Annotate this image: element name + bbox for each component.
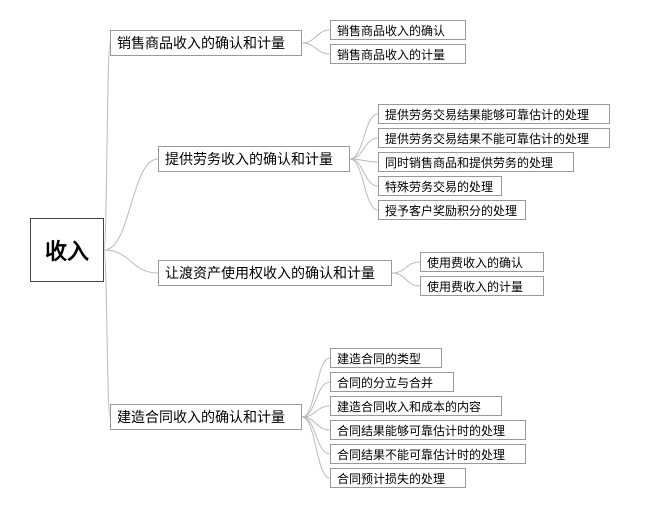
leaf-label: 提供劳务交易结果不能可靠估计的处理 xyxy=(385,130,589,147)
leaf-node: 销售商品收入的确认 xyxy=(330,20,466,40)
leaf-node: 合同结果能够可靠估计时的处理 xyxy=(330,420,526,440)
branch-node: 建造合同收入的确认和计量 xyxy=(110,404,302,430)
leaf-label: 同时销售商品和提供劳务的处理 xyxy=(385,154,553,171)
leaf-label: 合同的分立与合并 xyxy=(337,374,433,391)
leaf-label: 提供劳务交易结果能够可靠估计的处理 xyxy=(385,106,589,123)
leaf-node: 特殊劳务交易的处理 xyxy=(378,176,502,196)
leaf-node: 提供劳务交易结果能够可靠估计的处理 xyxy=(378,104,610,124)
leaf-node: 使用费收入的计量 xyxy=(420,276,544,296)
leaf-label: 合同结果能够可靠估计时的处理 xyxy=(337,422,505,439)
branch-label: 提供劳务收入的确认和计量 xyxy=(165,149,333,169)
leaf-label: 销售商品收入的确认 xyxy=(337,22,445,39)
leaf-label: 授予客户奖励积分的处理 xyxy=(385,202,517,219)
leaf-label: 使用费收入的计量 xyxy=(427,278,523,295)
leaf-node: 授予客户奖励积分的处理 xyxy=(378,200,526,220)
leaf-label: 建造合同收入和成本的内容 xyxy=(337,398,481,415)
root-label: 收入 xyxy=(45,234,89,266)
leaf-node: 建造合同的类型 xyxy=(330,348,442,368)
leaf-label: 合同结果不能可靠估计时的处理 xyxy=(337,446,505,463)
leaf-node: 使用费收入的确认 xyxy=(420,252,544,272)
leaf-label: 销售商品收入的计量 xyxy=(337,46,445,63)
leaf-node: 合同预计损失的处理 xyxy=(330,468,466,488)
leaf-node: 同时销售商品和提供劳务的处理 xyxy=(378,152,574,172)
leaf-node: 合同结果不能可靠估计时的处理 xyxy=(330,444,526,464)
leaf-label: 合同预计损失的处理 xyxy=(337,470,445,487)
branch-label: 让渡资产使用权收入的确认和计量 xyxy=(165,263,375,283)
leaf-label: 特殊劳务交易的处理 xyxy=(385,178,493,195)
branch-node: 让渡资产使用权收入的确认和计量 xyxy=(158,260,392,286)
branch-node: 提供劳务收入的确认和计量 xyxy=(158,146,350,172)
branch-label: 销售商品收入的确认和计量 xyxy=(117,33,285,53)
leaf-node: 销售商品收入的计量 xyxy=(330,44,466,64)
leaf-node: 建造合同收入和成本的内容 xyxy=(330,396,502,416)
branch-label: 建造合同收入的确认和计量 xyxy=(117,407,285,427)
root-node: 收入 xyxy=(30,218,104,282)
leaf-node: 提供劳务交易结果不能可靠估计的处理 xyxy=(378,128,610,148)
leaf-node: 合同的分立与合并 xyxy=(330,372,454,392)
branch-node: 销售商品收入的确认和计量 xyxy=(110,30,302,56)
leaf-label: 使用费收入的确认 xyxy=(427,254,523,271)
leaf-label: 建造合同的类型 xyxy=(337,350,421,367)
